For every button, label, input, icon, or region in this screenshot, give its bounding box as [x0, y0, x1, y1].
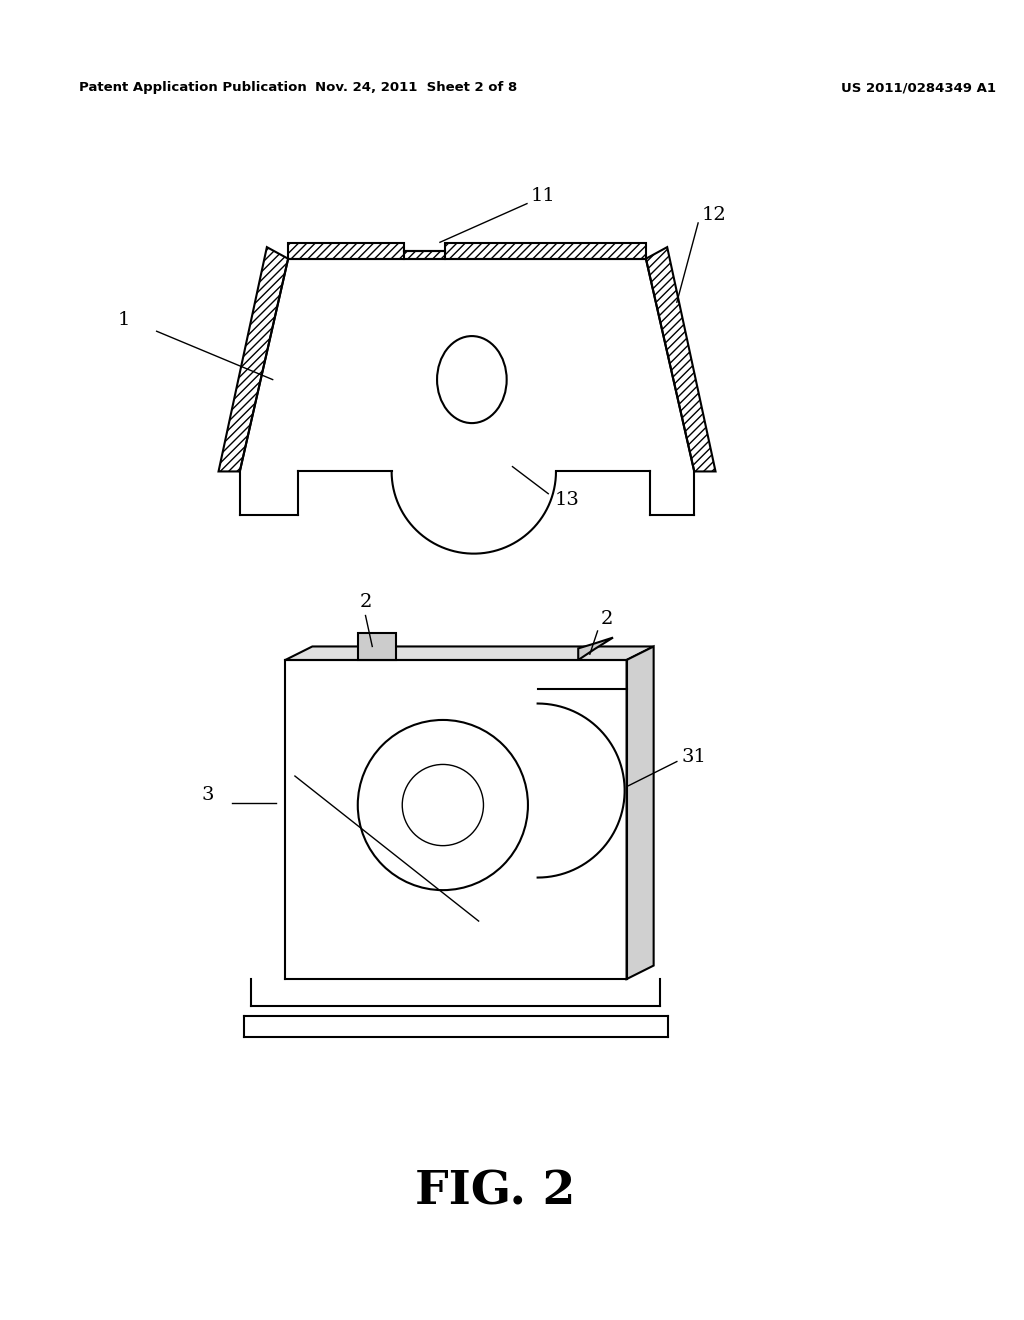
Text: 2: 2 [359, 593, 372, 611]
Text: Patent Application Publication: Patent Application Publication [79, 81, 307, 94]
Text: 13: 13 [554, 491, 579, 510]
Polygon shape [286, 647, 653, 660]
Text: 1: 1 [118, 310, 130, 329]
Polygon shape [627, 647, 653, 979]
Polygon shape [646, 247, 716, 471]
Text: 11: 11 [531, 187, 556, 205]
Polygon shape [357, 632, 396, 660]
Text: US 2011/0284349 A1: US 2011/0284349 A1 [842, 81, 996, 94]
Polygon shape [579, 638, 613, 660]
Polygon shape [288, 243, 646, 259]
Text: 3: 3 [202, 787, 214, 804]
Polygon shape [218, 247, 288, 471]
Text: 12: 12 [701, 206, 726, 224]
Text: FIG. 2: FIG. 2 [415, 1168, 575, 1214]
Text: 31: 31 [682, 747, 707, 766]
Text: Nov. 24, 2011  Sheet 2 of 8: Nov. 24, 2011 Sheet 2 of 8 [314, 81, 517, 94]
Text: 2: 2 [601, 610, 613, 628]
